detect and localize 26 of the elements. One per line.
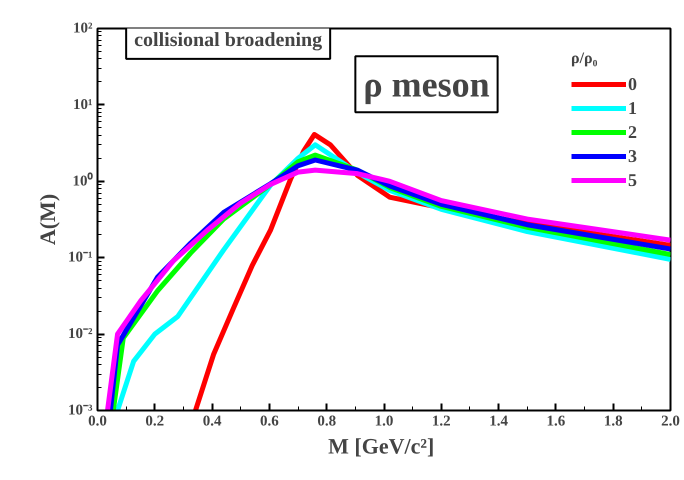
y-tick-label: 10⁻¹: [68, 250, 93, 266]
x-tick-label: 1.6: [546, 414, 566, 430]
legend-label: 2: [628, 122, 638, 142]
legend-label: 1: [628, 98, 638, 118]
y-tick-label: 10²: [73, 20, 94, 36]
x-tick-label: 0.2: [145, 414, 164, 430]
x-tick-label: 1.4: [489, 414, 508, 430]
x-tick-label: 1.8: [604, 414, 623, 430]
x-tick-label: 0.6: [260, 414, 280, 430]
x-tick-label: 1.2: [432, 414, 451, 430]
x-tick-label: 0.4: [202, 414, 222, 430]
x-tick-label: 0.0: [88, 414, 107, 430]
y-tick-label: 10⁰: [72, 171, 94, 190]
y-axis-title: A(M): [35, 194, 60, 246]
annotation: collisional broadening: [134, 28, 322, 51]
x-axis-title: M [GeV/c²]: [328, 434, 434, 458]
y-tick-label: 10¹: [73, 96, 93, 113]
x-tick-label: 2.0: [661, 414, 680, 430]
x-tick-label: 0.8: [317, 414, 336, 430]
legend-title: ρ/ρ₀: [571, 50, 598, 68]
legend-label: 0: [628, 74, 638, 94]
annotation: ρ meson: [363, 64, 490, 104]
legend-label: 3: [628, 146, 638, 166]
y-tick-label: 10⁻²: [68, 326, 94, 342]
x-tick-label: 1.0: [374, 414, 394, 430]
legend-label: 5: [628, 170, 638, 190]
